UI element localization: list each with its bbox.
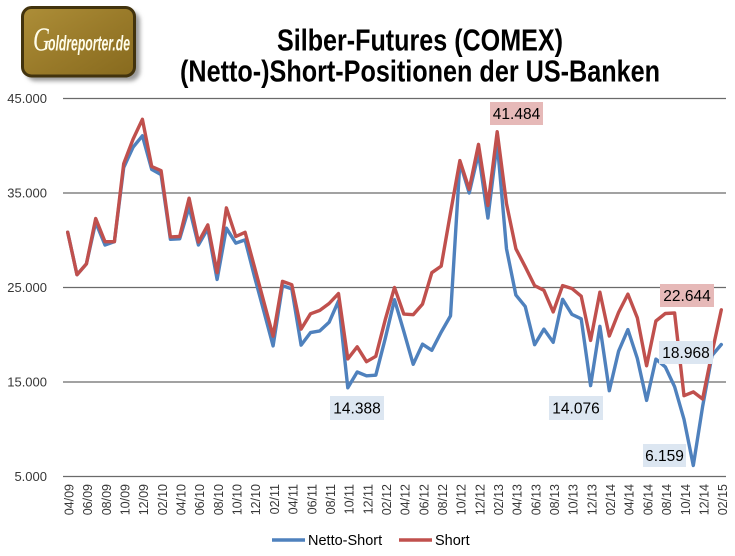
svg-text:15.000: 15.000 [7,375,47,390]
svg-text:04/11: 04/11 [287,484,301,514]
svg-text:10/09: 10/09 [118,484,132,515]
svg-text:10/10: 10/10 [231,484,245,515]
svg-text:04/10: 04/10 [174,484,188,515]
svg-text:04/09: 04/09 [62,484,76,515]
svg-text:04/12: 04/12 [399,484,413,515]
svg-text:08/14: 08/14 [660,484,674,515]
svg-text:18.968: 18.968 [662,345,709,362]
svg-text:12/13: 12/13 [585,484,599,515]
svg-text:02/15: 02/15 [716,484,730,515]
svg-text:G: G [33,22,50,59]
svg-text:12/12: 12/12 [473,484,487,515]
svg-text:06/10: 06/10 [193,484,207,515]
svg-text:10/13: 10/13 [567,484,581,515]
svg-text:oldreporter.de: oldreporter.de [48,32,130,56]
svg-text:06/13: 06/13 [529,484,543,515]
svg-text:Netto-Short: Netto-Short [308,533,382,549]
svg-text:6.159: 6.159 [645,448,684,465]
svg-text:Silber-Futures (COMEX): Silber-Futures (COMEX) [277,23,563,58]
svg-text:Short: Short [435,533,470,549]
svg-text:14.388: 14.388 [333,401,380,418]
svg-text:41.484: 41.484 [493,106,541,123]
svg-text:10/11: 10/11 [343,484,357,514]
svg-text:06/11: 06/11 [305,484,319,514]
svg-text:08/12: 08/12 [436,484,450,515]
svg-text:06/14: 06/14 [641,484,655,515]
svg-text:02/10: 02/10 [156,484,170,515]
svg-text:02/12: 02/12 [380,484,394,515]
svg-text:25.000: 25.000 [7,280,47,295]
svg-text:08/11: 08/11 [324,484,338,514]
svg-text:12/09: 12/09 [137,484,151,515]
svg-text:45.000: 45.000 [7,91,47,106]
svg-text:5.000: 5.000 [14,469,47,484]
svg-text:02/14: 02/14 [604,484,618,515]
svg-text:10/14: 10/14 [679,484,693,515]
svg-text:22.644: 22.644 [663,288,711,305]
svg-text:35.000: 35.000 [7,186,47,201]
svg-text:08/10: 08/10 [212,484,226,515]
svg-text:02/11: 02/11 [268,484,282,514]
svg-text:02/13: 02/13 [492,484,506,515]
svg-text:12/14: 12/14 [697,484,711,515]
svg-text:04/13: 04/13 [511,484,525,515]
svg-text:06/12: 06/12 [417,484,431,515]
svg-text:04/14: 04/14 [623,484,637,515]
svg-text:08/09: 08/09 [100,484,114,515]
svg-text:12/11: 12/11 [361,484,375,514]
svg-text:10/12: 10/12 [455,484,469,515]
svg-text:12/10: 12/10 [249,484,263,515]
svg-text:(Netto-)Short-Positionen der U: (Netto-)Short-Positionen der US-Banken [180,54,660,89]
svg-text:14.076: 14.076 [552,401,599,418]
svg-text:08/13: 08/13 [548,484,562,515]
svg-text:06/09: 06/09 [81,484,95,515]
